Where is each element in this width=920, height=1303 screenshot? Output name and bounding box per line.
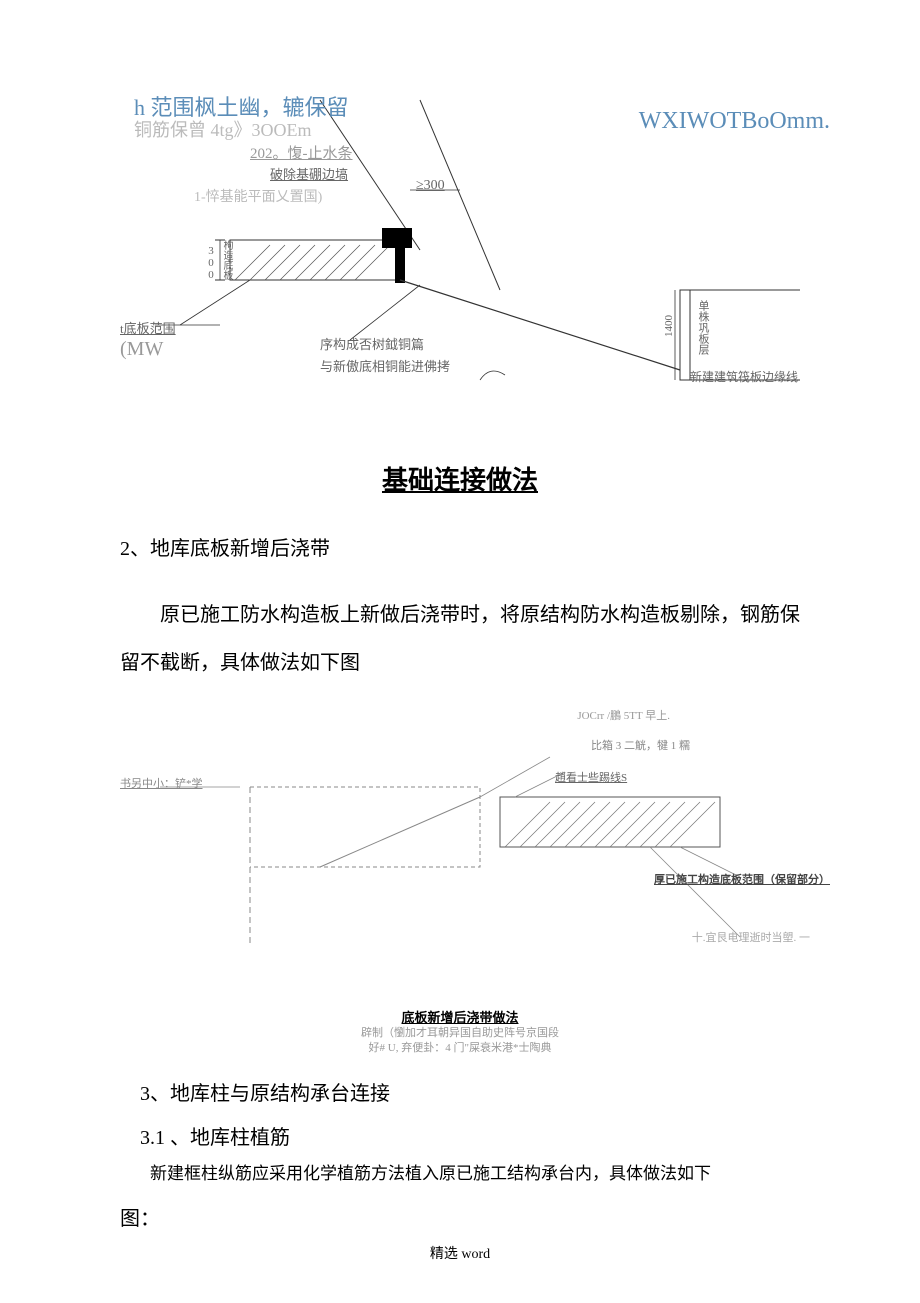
annot-rebar-keep: 铜筋保曾 4tg》3OOEm: [134, 116, 312, 142]
annot-1sui: 1-悴基能平面乂置国): [194, 186, 322, 206]
section-3-1-heading: 3.1 、地库柱植筋: [140, 1121, 800, 1150]
annot-wxiwot: WXIWOTBoOmm.: [639, 108, 830, 135]
annot-202: 202。愎-止水条: [250, 142, 353, 163]
annot-shuling: 书另中小：铲*学: [120, 775, 203, 791]
annot-tibanfanwei: t底板范围: [120, 318, 176, 337]
section-2-heading: 2、地库底板新增后浇带: [120, 532, 800, 561]
diagram2-svg: [120, 707, 800, 997]
annot-xinjian-v: 单株巩板层: [695, 300, 711, 355]
annot-mw: (MW: [120, 338, 163, 361]
annot-xugou2: 与新傲底相铜能进佛拷: [320, 356, 450, 375]
annot-shiyiliang: 十.宜艮电理逝时当塱. 一: [692, 929, 810, 945]
diagram1-title: 基础连接做法: [120, 460, 800, 497]
annot-zhaokan: 趙看士些踢线S: [555, 769, 627, 785]
annot-xinjian: 新建建筑筏板边缘线: [690, 368, 798, 385]
dim-1400: 1400: [663, 315, 675, 337]
annot-xugou1: 序构成否树鉞铜篇: [320, 334, 424, 353]
paragraph-1: 原已施工防水构造板上新做后浇带时，将原结构防水构造板剔除，钢筋保留不截断，具体做…: [120, 591, 800, 687]
dim-300: 300: [205, 245, 217, 281]
annot-ge300: ≥300: [416, 178, 445, 194]
post-pour-strip-diagram: JOCrr /鵬 5TT 早上. 比箱 3 二觥，犍 1 糯 书另中小：铲*学 …: [120, 707, 800, 997]
annot-pochu: 破除基硼边塙: [270, 164, 348, 183]
page-footer: 精选 word: [0, 1243, 920, 1263]
annot-yuanyi: 厚已施工构造底板范围（保留部分）: [654, 871, 830, 887]
diagram2-sub1: 辟制（懰加才耳朝异国自助史阵号京国段: [120, 1026, 800, 1041]
annot-bixiang: 比箱 3 二觥，犍 1 糯: [591, 737, 690, 753]
annot-jocrr: JOCrr /鵬 5TT 早上.: [577, 707, 670, 723]
diagram2-sub2: 好# U, 弃便卦：4 门"屎衰米港*士陶典: [120, 1041, 800, 1056]
section-3-heading: 3、地库柱与原结构承台连接: [140, 1077, 800, 1106]
annot-gouzao: 枸造底板: [219, 240, 234, 280]
diagram2-title: 底板新增后浇带做法: [120, 1007, 800, 1026]
paragraph-3-1: 新建框柱纵筋应采用化学植筋方法植入原已施工结构承台内，具体做法如下: [150, 1155, 800, 1192]
trailing-tu: 图：: [120, 1202, 800, 1231]
foundation-connection-diagram: h 范围枫土幽，辘保留 铜筋保曾 4tg》3OOEm WXIWOTBoOmm. …: [120, 90, 800, 440]
